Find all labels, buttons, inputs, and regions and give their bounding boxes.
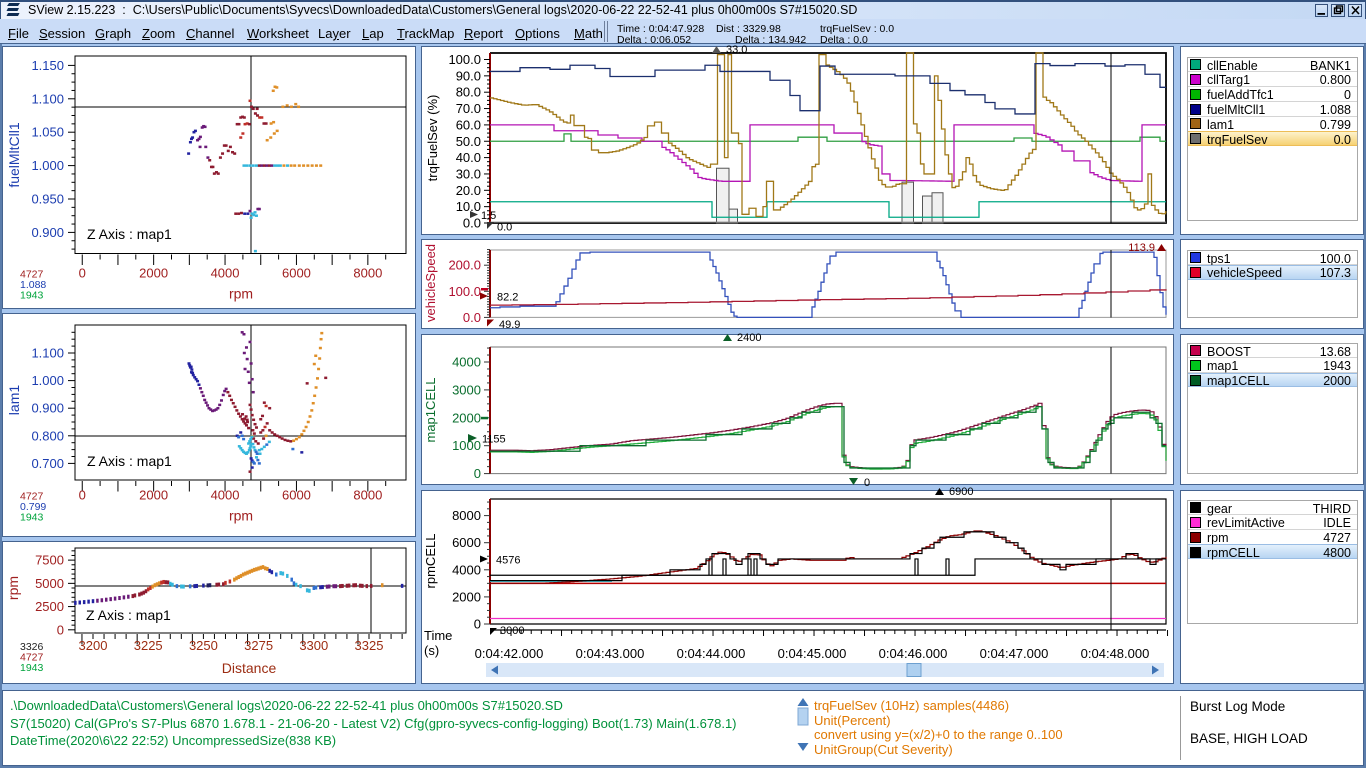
svg-text:1.100: 1.100 [31,346,64,361]
svg-text:map1CELL: map1CELL [423,377,438,442]
svg-text:3250: 3250 [189,638,218,653]
svg-text:Time: Time [424,628,452,643]
svg-text:0:04:48.000: 0:04:48.000 [1081,646,1150,661]
svg-text:3200: 3200 [79,638,108,653]
svg-text:2000: 2000 [452,589,481,604]
svg-text:4576: 4576 [496,555,520,567]
svg-text:2000: 2000 [452,410,481,425]
svg-text:8000: 8000 [353,488,382,503]
svg-text:70.0: 70.0 [456,101,481,116]
svg-text:4727: 4727 [20,491,44,503]
svg-text:0: 0 [79,266,86,281]
svg-text:3326: 3326 [20,641,44,653]
svg-text:Z Axis : map1: Z Axis : map1 [87,226,172,242]
svg-text:2000: 2000 [139,266,168,281]
svg-text:rpm: rpm [229,508,253,524]
svg-text:0.799: 0.799 [20,501,46,513]
svg-text:49.9: 49.9 [499,319,520,331]
svg-text:20.0: 20.0 [456,183,481,198]
svg-text:0:04:47.000: 0:04:47.000 [980,646,1049,661]
svg-text:100.0: 100.0 [448,284,481,299]
svg-text:1.050: 1.050 [31,125,64,140]
svg-text:0.0: 0.0 [463,310,481,325]
svg-text:(s): (s) [424,643,439,658]
svg-text:rpmCELL: rpmCELL [423,534,438,589]
svg-text:lam1: lam1 [6,385,22,416]
svg-text:Z Axis : map1: Z Axis : map1 [86,607,171,623]
svg-text:0.900: 0.900 [31,225,64,240]
svg-text:0:04:45.000: 0:04:45.000 [778,646,847,661]
svg-text:1.5: 1.5 [481,210,496,222]
svg-text:80.0: 80.0 [456,85,481,100]
svg-text:0: 0 [474,466,481,481]
svg-text:1.088: 1.088 [20,279,46,291]
svg-text:8000: 8000 [353,266,382,281]
svg-text:3225: 3225 [134,638,163,653]
svg-text:0.950: 0.950 [31,192,64,207]
svg-text:0.0: 0.0 [463,216,481,231]
svg-text:0.0: 0.0 [497,222,512,234]
svg-text:40.0: 40.0 [456,150,481,165]
svg-text:5000: 5000 [35,576,64,591]
svg-text:4727: 4727 [20,652,44,664]
svg-text:30.0: 30.0 [456,166,481,181]
svg-text:7500: 7500 [35,553,64,568]
svg-text:60.0: 60.0 [456,117,481,132]
svg-text:1000: 1000 [452,438,481,453]
svg-text:0: 0 [57,622,64,637]
svg-text:3300: 3300 [299,638,328,653]
svg-text:0: 0 [79,488,86,503]
svg-text:50.0: 50.0 [456,134,481,149]
svg-text:4000: 4000 [211,266,240,281]
svg-text:4727: 4727 [20,269,44,281]
svg-text:113.9: 113.9 [1128,242,1155,254]
svg-text:2000: 2000 [139,488,168,503]
svg-text:1943: 1943 [20,512,44,524]
svg-text:2500: 2500 [35,599,64,614]
svg-text:Z Axis : map1: Z Axis : map1 [87,453,172,469]
svg-text:4000: 4000 [211,488,240,503]
svg-text:1.000: 1.000 [31,373,64,388]
svg-text:rpm: rpm [5,576,21,600]
svg-text:0:04:44.000: 0:04:44.000 [677,646,746,661]
svg-text:4000: 4000 [452,355,481,370]
svg-text:3275: 3275 [244,638,273,653]
svg-text:6000: 6000 [282,488,311,503]
svg-text:200.0: 200.0 [448,258,481,273]
svg-text:1.000: 1.000 [31,158,64,173]
svg-text:8000: 8000 [452,508,481,523]
svg-text:fuelMltCll1: fuelMltCll1 [6,122,22,188]
svg-text:rpm: rpm [229,286,253,302]
svg-text:100.0: 100.0 [448,52,481,67]
svg-text:0.700: 0.700 [31,456,64,471]
svg-text:1.150: 1.150 [31,58,64,73]
svg-text:vehicleSpeed: vehicleSpeed [423,244,438,322]
svg-text:0.900: 0.900 [31,401,64,416]
svg-text:1943: 1943 [20,290,44,302]
svg-text:6000: 6000 [452,535,481,550]
svg-text:3000: 3000 [452,382,481,397]
svg-text:82.2: 82.2 [497,292,518,304]
svg-text:90.0: 90.0 [456,68,481,83]
svg-text:10.0: 10.0 [456,199,481,214]
svg-text:1155: 1155 [482,434,506,446]
svg-text:1943: 1943 [20,662,44,674]
svg-text:Distance: Distance [222,660,277,676]
svg-text:0:04:42.000: 0:04:42.000 [475,646,544,661]
svg-text:6000: 6000 [282,266,311,281]
svg-text:6900: 6900 [949,486,973,498]
svg-text:0:04:46.000: 0:04:46.000 [879,646,948,661]
svg-text:0: 0 [474,617,481,632]
svg-text:1.100: 1.100 [31,91,64,106]
svg-text:3325: 3325 [355,638,384,653]
svg-text:0.800: 0.800 [31,428,64,443]
svg-text:2400: 2400 [737,332,761,344]
svg-text:trqFuelSev (%): trqFuelSev (%) [425,95,440,182]
svg-text:33.0: 33.0 [726,44,747,56]
svg-text:0: 0 [864,477,870,489]
svg-text:4000: 4000 [452,562,481,577]
svg-text:0:04:43.000: 0:04:43.000 [576,646,645,661]
svg-text:3000: 3000 [500,625,524,637]
